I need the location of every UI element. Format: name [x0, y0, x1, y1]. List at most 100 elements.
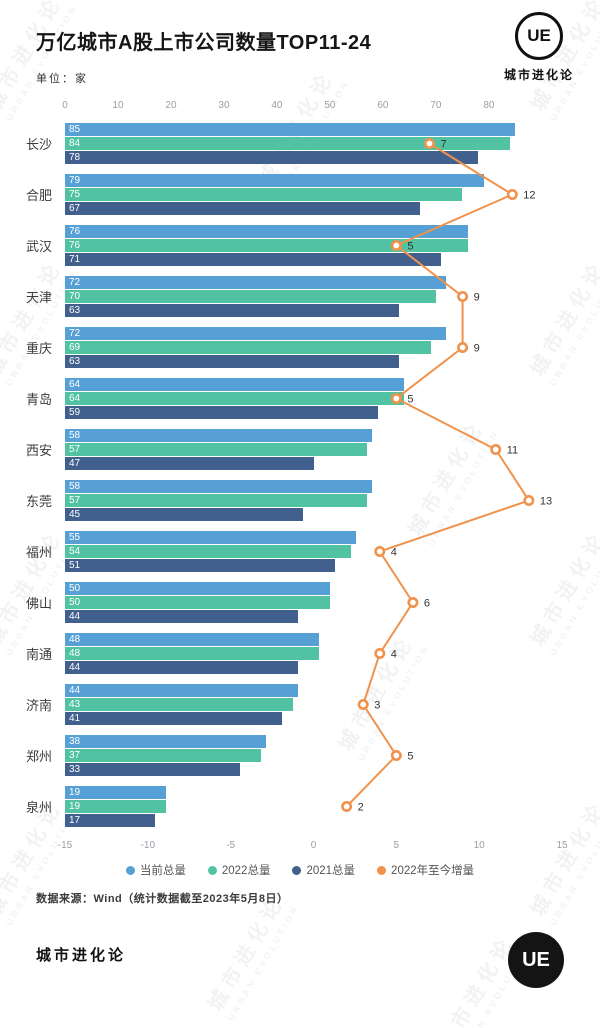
bar-value-label: 64	[69, 393, 81, 404]
bar-value-label: 67	[69, 203, 81, 214]
bar-2022: 84	[65, 137, 511, 150]
bar-2022: 70	[65, 290, 436, 303]
bar-2022: 69	[65, 341, 431, 354]
bottom-axis-tick: 15	[556, 840, 568, 851]
bar-2021: 33	[65, 763, 240, 776]
bar-value-label: 79	[69, 175, 81, 186]
bar-2022: 57	[65, 494, 367, 507]
bar-current: 58	[65, 480, 373, 493]
top-axis-tick: 10	[112, 100, 124, 111]
bar-2022: 50	[65, 596, 330, 609]
bar-value-label: 78	[69, 152, 81, 163]
top-axis-tick: 60	[377, 100, 389, 111]
bar-current: 79	[65, 174, 484, 187]
city-label: 佛山	[25, 596, 52, 611]
legend-label: 当前总量	[139, 865, 186, 877]
legend-marker	[125, 865, 135, 875]
legend-label: 2022年至今增量	[391, 865, 475, 877]
legend-item: 2021总量	[292, 862, 355, 878]
bar-current: 48	[65, 633, 320, 646]
bar-current: 72	[65, 276, 447, 289]
bar-value-label: 57	[69, 495, 81, 506]
legend-item: 当前总量	[125, 862, 186, 878]
bar-value-label: 76	[69, 240, 81, 251]
bar-value-label: 58	[69, 481, 81, 492]
bar-value-label: 41	[69, 713, 81, 724]
top-axis-tick: 30	[218, 100, 230, 111]
delta-point	[341, 800, 353, 812]
bar-2022: 75	[65, 188, 463, 201]
delta-point	[490, 443, 502, 455]
delta-line-overlay: 7 12 5 9 9 5 11 13 4 6 4 3 5 2	[341, 137, 552, 814]
bar-value-label: 63	[69, 356, 81, 367]
bar-value-label: 50	[69, 583, 81, 594]
bar-value-label: 85	[69, 124, 81, 135]
chart-row: 武汉 76 76 71	[0, 220, 600, 271]
delta-value-label: 7	[440, 139, 446, 151]
chart-row: 济南 44 43 41	[0, 679, 600, 730]
bar-2021: 67	[65, 202, 420, 215]
bar-value-label: 51	[69, 560, 81, 571]
bar-2022: 37	[65, 749, 262, 762]
bar-2021: 44	[65, 610, 299, 623]
delta-point	[457, 291, 469, 303]
bar-current: 44	[65, 684, 299, 697]
bar-value-label: 48	[69, 648, 81, 659]
legend-item: 2022总量	[207, 862, 270, 878]
bar-value-label: 72	[69, 328, 81, 339]
delta-point	[357, 698, 369, 710]
legend-marker	[377, 865, 387, 875]
bottom-axis-tick: -10	[140, 840, 156, 851]
legend-marker	[207, 865, 217, 875]
legend-marker	[292, 865, 302, 875]
bar-2022: 64	[65, 392, 405, 405]
bar-value-label: 72	[69, 277, 81, 288]
bar-2021: 78	[65, 151, 479, 164]
delta-value-label: 4	[391, 649, 397, 661]
city-label: 济南	[25, 698, 52, 713]
bar-value-label: 64	[69, 379, 81, 390]
city-label: 长沙	[25, 137, 52, 152]
bar-value-label: 44	[69, 611, 81, 622]
bar-value-label: 19	[69, 801, 81, 812]
bar-2021: 41	[65, 712, 283, 725]
delta-value-label: 3	[374, 700, 380, 712]
bar-2022: 19	[65, 800, 166, 813]
bar-value-label: 84	[69, 138, 81, 149]
unit-label: 单位：家	[36, 73, 88, 85]
bar-chart: 长沙 85 84 78 合肥 79 75 67 武汉 76 76 71 天津 72 70 63 重庆 72 69 63…	[0, 118, 600, 832]
delta-point	[390, 392, 402, 404]
bar-2022: 76	[65, 239, 468, 252]
watermark-cn: 城市进化论	[434, 931, 519, 1028]
city-label: 合肥	[25, 188, 52, 203]
bar-current: 72	[65, 327, 447, 340]
chart-row: 泉州 19 19 17	[0, 781, 600, 832]
bar-2021: 71	[65, 253, 442, 266]
city-label: 福州	[25, 545, 52, 560]
ue-logo-icon: UE	[515, 12, 563, 60]
bar-2021: 63	[65, 304, 399, 317]
legend: 当前总量 2022总量 2021总量 2022年至今增量	[0, 862, 600, 878]
bar-current: 55	[65, 531, 357, 544]
bar-value-label: 55	[69, 532, 81, 543]
bar-current: 85	[65, 123, 516, 136]
chart-row: 西安 58 57 47	[0, 424, 600, 475]
delta-line	[345, 142, 531, 808]
bottom-axis-tick: 0	[310, 840, 317, 851]
delta-value-label: 12	[523, 190, 535, 202]
delta-value-label: 5	[407, 241, 413, 253]
chart-row: 天津 72 70 63	[0, 271, 600, 322]
bar-value-label: 38	[69, 736, 81, 747]
source-note: 数据来源：Wind（统计数据截至2023年5月8日）	[36, 893, 289, 905]
delta-point	[523, 494, 535, 506]
chart-row: 长沙 85 84 78	[0, 118, 600, 169]
delta-point	[457, 342, 469, 354]
top-axis-tick: 70	[430, 100, 442, 111]
page-title: 万亿城市A股上市公司数量TOP11-24	[36, 32, 372, 54]
city-label: 天津	[25, 290, 52, 305]
delta-value-label: 5	[407, 394, 413, 406]
chart-row: 南通 48 48 44	[0, 628, 600, 679]
bar-value-label: 70	[69, 291, 81, 302]
